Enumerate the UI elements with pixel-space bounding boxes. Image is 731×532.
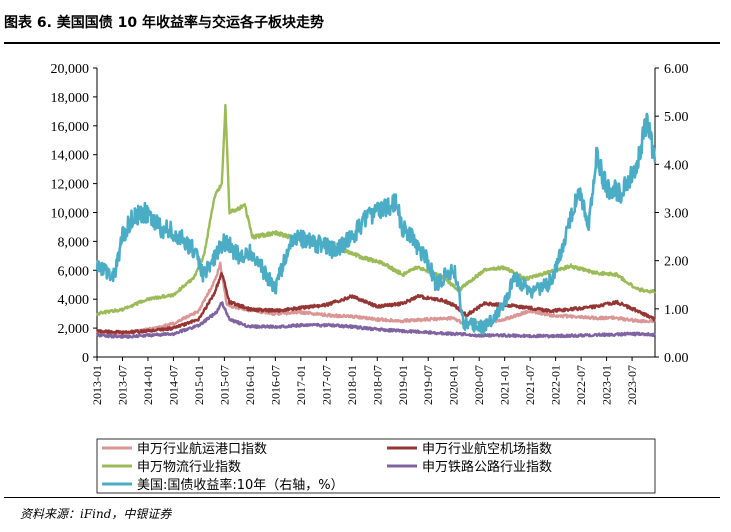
x-tick-label: 2021-07	[523, 365, 537, 405]
y-left-tick-label: 18,000	[51, 91, 90, 106]
series-lines	[95, 103, 657, 339]
legend-label: 申万行业航运港口指数	[137, 441, 267, 457]
x-tick-label: 2015-07	[217, 365, 231, 405]
x-tick-label: 2017-01	[294, 365, 308, 405]
y-left-tick-label: 0	[82, 351, 89, 366]
y-right-tick-label: 4.00	[664, 158, 689, 173]
page-title: 图表 6. 美国国债 10 年收益率与交运各子板块走势	[4, 15, 325, 31]
series-line	[96, 301, 657, 339]
source-note: 资料来源：iFind，中银证券	[20, 507, 172, 521]
series-line	[95, 272, 656, 335]
x-tick-label: 2013-01	[90, 365, 104, 405]
y-right-tick-label: 5.00	[664, 110, 689, 125]
x-tick-label: 2019-01	[396, 365, 410, 405]
y-left-tick-label: 8,000	[58, 235, 90, 250]
y-left-tick-label: 2,000	[58, 322, 90, 337]
y-right-tick-label: 1.00	[664, 303, 689, 318]
series-line	[95, 112, 657, 335]
y-right-tick-label: 6.00	[664, 62, 689, 77]
legend-label: 申万铁路公路行业指数	[422, 459, 552, 475]
footer-rule	[4, 497, 720, 498]
x-tick-label: 2022-07	[574, 365, 588, 405]
x-tick-label: 2019-07	[421, 365, 435, 405]
x-tick-label: 2022-01	[549, 365, 563, 405]
series-line	[96, 103, 656, 316]
y-right-tick-label: 0.00	[664, 351, 689, 366]
series-line	[96, 261, 657, 337]
x-tick-label: 2016-01	[243, 365, 257, 405]
y-left-tick-label: 4,000	[58, 293, 90, 308]
legend-label: 申万物流行业指数	[137, 460, 241, 475]
title-rule	[4, 42, 720, 44]
x-tick-label: 2017-07	[319, 365, 333, 405]
x-tick-label: 2018-01	[345, 365, 359, 405]
x-tick-label: 2015-01	[192, 365, 206, 405]
y-left-tick-label: 20,000	[51, 62, 90, 77]
y-left-tick-label: 10,000	[51, 207, 90, 222]
y-right-tick-label: 2.00	[664, 255, 689, 270]
legend-box	[96, 438, 656, 494]
legend-label: 美国:国债收益率:10年（右轴，%）	[137, 477, 344, 493]
x-tick-label: 2020-07	[472, 365, 486, 405]
x-tick-label: 2013-07	[115, 365, 129, 405]
y-left-tick-label: 16,000	[51, 120, 90, 135]
legend-label: 申万行业航空机场指数	[422, 441, 552, 457]
x-tick-label: 2018-07	[370, 365, 384, 405]
y-left-tick-label: 6,000	[58, 264, 90, 279]
y-right-tick-label: 3.00	[664, 207, 689, 222]
x-tick-label: 2020-01	[447, 365, 461, 405]
x-tick-label: 2014-07	[166, 365, 180, 405]
x-tick-label: 2021-01	[498, 365, 512, 405]
axes: 0 2,000 4,000 6,000 8,000 10,000 12,000 14,000 1…	[51, 62, 689, 405]
y-left-tick-label: 12,000	[51, 178, 90, 193]
line-chart: 0 2,000 4,000 6,000 8,000 10,000 12,000 14,000 1…	[51, 62, 689, 494]
x-tick-label: 2016-07	[268, 365, 282, 405]
x-tick-label: 2023-01	[600, 365, 614, 405]
y-left-tick-label: 14,000	[51, 149, 90, 164]
x-tick-label: 2023-07	[625, 365, 639, 405]
x-tick-label: 2014-01	[141, 365, 155, 405]
